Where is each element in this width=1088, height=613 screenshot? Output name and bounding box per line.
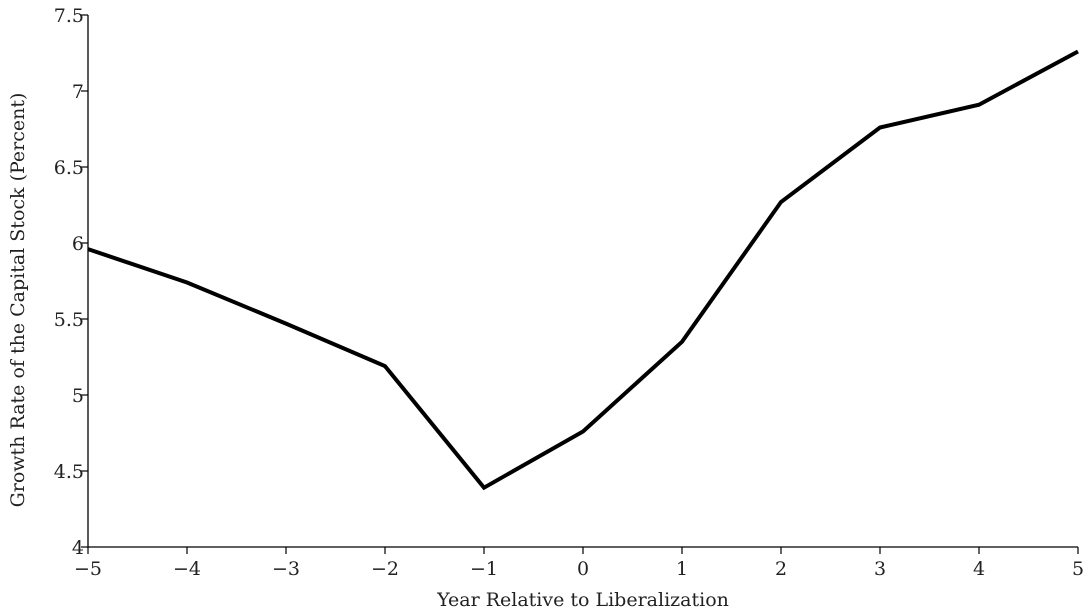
x-tick-label: 2 (775, 558, 787, 580)
y-tick-label: 4 (72, 537, 84, 559)
x-tick-label: −3 (272, 558, 300, 580)
x-tick-label: −2 (371, 558, 399, 580)
series-line-0 (87, 49, 1079, 491)
series-layer (87, 49, 1079, 491)
x-tick-label: 3 (874, 558, 886, 580)
x-axis-title: Year Relative to Liberalization (436, 589, 729, 611)
y-tick-label: 7 (72, 81, 84, 103)
x-tick-label: 1 (676, 558, 688, 580)
x-tick-label: 4 (973, 558, 985, 580)
y-tick-label: 6.5 (54, 157, 84, 179)
x-axis: −5 −4 −3 −2 −1 0 1 2 3 4 5 (74, 546, 1084, 580)
y-tick-label: 5.5 (54, 309, 84, 331)
y-axis-title: Growth Rate of the Capital Stock (Percen… (7, 93, 29, 508)
x-tick-label: −4 (173, 558, 201, 580)
y-tick-label: 6 (72, 233, 84, 255)
x-tick-label: −5 (74, 558, 102, 580)
y-tick-label: 4.5 (54, 461, 84, 483)
y-tick-label: 5 (72, 385, 84, 407)
x-tick-label: −1 (470, 558, 498, 580)
y-axis: 4 4.5 5 5.5 6 6.5 7 7.5 (54, 5, 89, 559)
x-tick-label: 0 (577, 558, 589, 580)
x-tick-label: 5 (1072, 558, 1084, 580)
y-tick-label: 7.5 (54, 5, 84, 27)
